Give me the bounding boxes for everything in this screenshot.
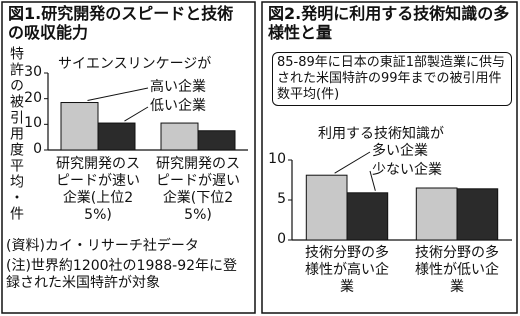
legend-leader [124, 106, 149, 122]
bar [305, 174, 348, 241]
bar [97, 122, 136, 151]
y-tick-label: 10 [24, 115, 42, 132]
bar [456, 188, 499, 241]
x-tick-label: 研究開発のスピードが速い企業(上位25%) [56, 156, 140, 223]
y-axis-label: 特許の被引用度平均・件 [8, 46, 24, 222]
legend-leader [87, 87, 149, 102]
legend-leader [369, 170, 376, 191]
legend-leader [334, 151, 371, 174]
note: (資料)カイ・リサーチ社データ [6, 238, 199, 254]
bar [160, 122, 199, 151]
chart-title: 図2.発明に利用する技術知識の多様性と量 [268, 4, 510, 42]
bar [415, 187, 458, 241]
y-tick-label: 10 [268, 151, 286, 167]
y-tick-label: 20 [24, 89, 42, 106]
bar [60, 102, 99, 151]
annotation: サイエンスリンケージが [58, 56, 212, 72]
x-tick-label: 研究開発のスピードが遅い企業(下位25%) [156, 156, 240, 223]
annotation: 利用する技術知識が [318, 126, 444, 142]
chart-title: 図1.研究開発のスピードと技術の吸収能力 [8, 4, 234, 42]
note: (注)世界約1200社の1988-92年に登録された米国特許が対象 [6, 258, 238, 291]
panel-frame [261, 1, 518, 314]
bar [197, 130, 236, 151]
y-tick-label: 5 [277, 191, 286, 207]
chart-subtitle: 85-89年に日本の東証1部製造業に供与された米国特許の99年までの被引用件数平… [272, 52, 512, 106]
legend-label: 低い企業 [150, 98, 206, 114]
x-tick-label: 技術分野の多様性が低い企業 [415, 245, 499, 295]
x-tick-label: 技術分野の多様性が高い企業 [305, 245, 389, 295]
y-tick-label: 30 [24, 64, 42, 80]
legend-label: 多い企業 [372, 143, 428, 159]
legend-label: 高い企業 [150, 79, 206, 95]
y-tick-label: 0 [33, 141, 42, 157]
panel-frame [1, 1, 256, 314]
legend-label: 少ない企業 [372, 162, 442, 178]
bar [346, 192, 389, 241]
y-tick-label: 0 [277, 231, 286, 247]
